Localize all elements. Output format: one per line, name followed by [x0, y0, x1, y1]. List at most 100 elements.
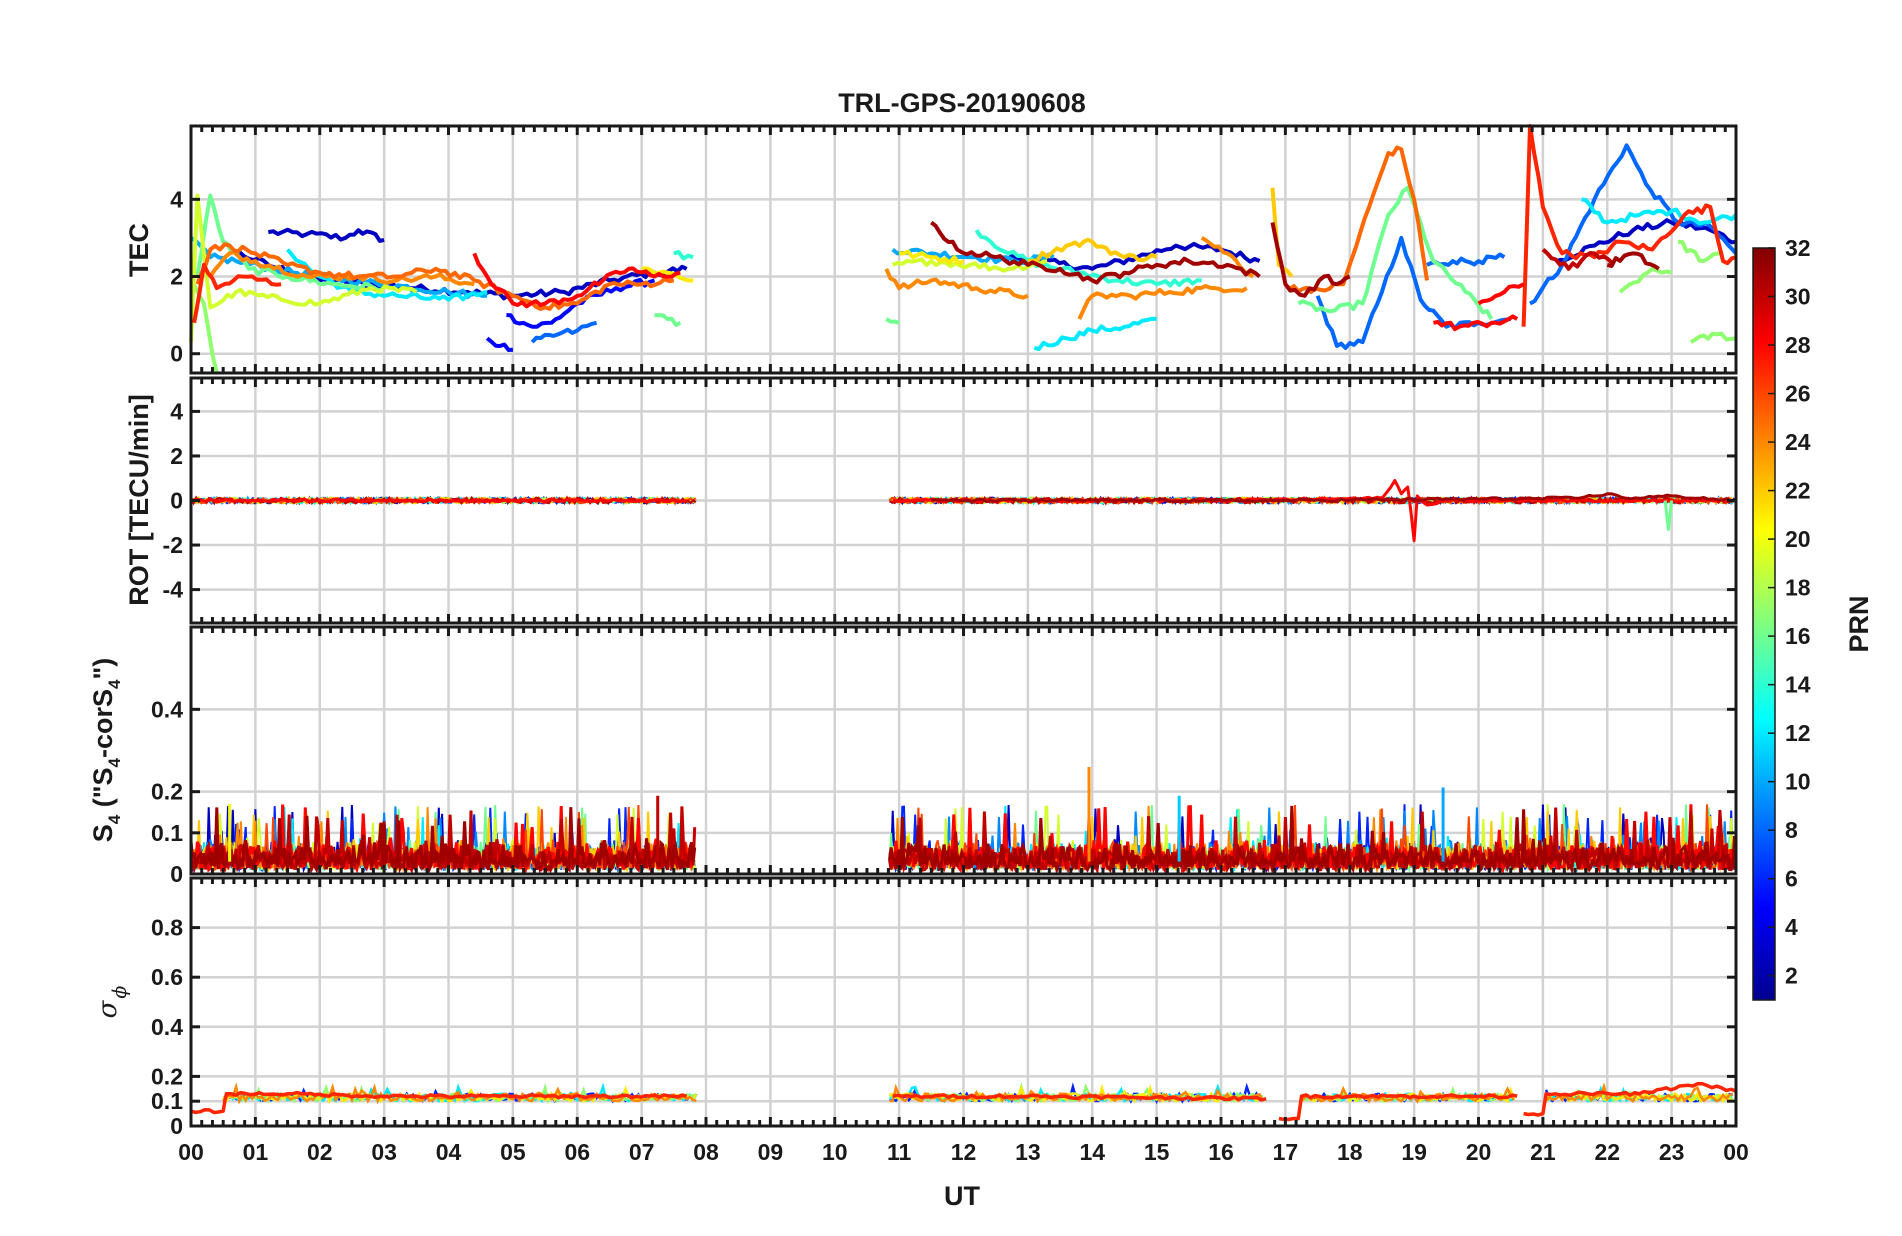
sigma-series-prn-24 — [222, 1082, 697, 1105]
y-tick-label: 0 — [170, 341, 183, 367]
x-tick-label: 09 — [758, 1139, 784, 1165]
x-tick-label: 04 — [436, 1139, 462, 1165]
colorbar-tick-label: 26 — [1785, 381, 1811, 407]
colorbar-tick-label: 14 — [1785, 672, 1811, 698]
y-tick-label: 0.4 — [151, 696, 183, 722]
rot-ylabel: ROT [TECU/min] — [124, 394, 154, 605]
colorbar-label: PRN — [1844, 595, 1874, 652]
colorbar-tick-label: 22 — [1785, 478, 1811, 504]
x-tick-label: 21 — [1530, 1139, 1556, 1165]
series-line-prn-31 — [931, 492, 1737, 504]
colorbar-tick-label: 32 — [1785, 235, 1811, 261]
x-tick-label: 10 — [822, 1139, 848, 1165]
s4-ylabel: S4 ("S4-corS4") — [88, 658, 124, 843]
series-line-prn-27 — [1523, 1081, 1737, 1117]
series-line-prn-14 — [673, 250, 694, 261]
colorbar-tick-label: 4 — [1785, 914, 1798, 940]
colorbar-tick-label: 20 — [1785, 526, 1811, 552]
x-tick-label: 13 — [1015, 1139, 1041, 1165]
colorbar-tick-label: 10 — [1785, 769, 1811, 795]
y-tick-label: 0.2 — [151, 779, 183, 805]
x-axis-label: UT — [944, 1181, 980, 1211]
panel-frame — [189, 124, 1738, 375]
x-tick-label: 06 — [564, 1139, 590, 1165]
s4-panel: 0 0.1 0.2 0.4 — [151, 625, 1738, 887]
colorbar-gradient — [1752, 247, 1776, 1001]
series-line-prn-12 — [1033, 316, 1157, 352]
x-tick-label: 14 — [1079, 1139, 1105, 1165]
series-line-prn-8 — [530, 320, 598, 344]
series-line-prn-28 — [1432, 314, 1519, 332]
colorbar-tick-label: 16 — [1785, 623, 1811, 649]
series-line-prn-22 — [1027, 237, 1158, 264]
series-line-prn-30 — [1541, 247, 1616, 271]
series-line-prn-17 — [1618, 266, 1673, 294]
y-tick-label: 0.1 — [151, 820, 183, 846]
series-line-prn-19 — [189, 193, 418, 343]
x-tick-label: 07 — [629, 1139, 655, 1165]
series-line-prn-3 — [267, 227, 385, 243]
series-line-prn-28 — [472, 252, 681, 309]
x-tick-label: 23 — [1659, 1139, 1685, 1165]
y-tick-label: 0 — [170, 861, 183, 887]
y-tick-label: 0 — [170, 488, 183, 514]
series-line-prn-27 — [1278, 1093, 1518, 1122]
y-tick-label: -2 — [163, 532, 183, 558]
tec-panel: 0 2 4 — [170, 124, 1738, 375]
panel-frame — [189, 625, 1738, 876]
series-line-prn-27 — [892, 1093, 1267, 1102]
series-line-prn-24 — [208, 250, 475, 287]
colorbar-tick-label: 2 — [1785, 963, 1798, 989]
series-line-prn-3 — [1555, 218, 1737, 264]
x-tick-label: 16 — [1208, 1139, 1234, 1165]
colorbar-tick-label: 30 — [1785, 284, 1811, 310]
colorbar-tick-label: 28 — [1785, 332, 1811, 358]
colorbar-tick-label: 8 — [1785, 817, 1798, 843]
x-tick-label: 11 — [887, 1139, 912, 1165]
y-tick-label: 0.4 — [151, 1014, 183, 1040]
series-line-prn-16 — [654, 313, 682, 327]
panel-frame — [189, 876, 1738, 1128]
sigma-panel: 00.10.2 0.4 0.6 0.8 — [151, 876, 1738, 1139]
y-tick-label: 4 — [170, 186, 183, 212]
colorbar-tick-label: 12 — [1785, 720, 1811, 746]
colorbar-tick-label: 24 — [1785, 429, 1811, 455]
x-tick-label: 01 — [243, 1139, 269, 1165]
sigma-series-prn-12 — [222, 1082, 698, 1104]
series-line-prn-31 — [930, 220, 1261, 285]
panel-frame — [189, 376, 1738, 625]
series-line-prn-5 — [485, 336, 513, 352]
series-line-prn-27 — [192, 262, 282, 324]
series-line-prn-16 — [1663, 500, 1674, 531]
x-tick-label: 12 — [951, 1139, 977, 1165]
series-line-prn-24 — [884, 267, 1029, 300]
x-tick-labels: 00 01 02 03 04 05 06 07 08 09 10 11 12 13 14 15 16 17 18 19… — [178, 1139, 1749, 1165]
series-line-prn-12 — [1581, 197, 1738, 226]
sigma-ylabel: σϕ — [93, 986, 131, 1019]
colorbar-tick-label: 6 — [1785, 866, 1798, 892]
series-line-prn-27 — [190, 1090, 688, 1115]
x-tick-label: 03 — [371, 1139, 397, 1165]
x-tick-label: 18 — [1337, 1139, 1363, 1165]
x-tick-label: 17 — [1273, 1139, 1299, 1165]
y-tick-label: 0.6 — [151, 964, 183, 990]
series-line-prn-31 — [1270, 222, 1351, 298]
series-line-prn-17 — [1689, 331, 1737, 344]
y-tick-label: 0.2 — [151, 1063, 183, 1089]
y-tick-label: 0.1 — [151, 1088, 183, 1114]
x-tick-label: 02 — [307, 1139, 333, 1165]
rot-panel: -4 -2 0 2 4 — [163, 376, 1738, 625]
y-tick-label: 4 — [170, 398, 183, 424]
colorbar-tick-label: 18 — [1785, 575, 1811, 601]
series-line-prn-24 — [1077, 284, 1248, 320]
series-line-prn-16 — [885, 317, 900, 325]
tec-ylabel: TEC — [124, 223, 154, 277]
series-line-prn-16 — [1297, 185, 1494, 320]
series-line-prn-17 — [1678, 239, 1724, 264]
y-tick-label: -4 — [163, 577, 184, 603]
series-line-prn-27 — [1521, 124, 1737, 327]
y-tick-label: 2 — [170, 264, 183, 290]
